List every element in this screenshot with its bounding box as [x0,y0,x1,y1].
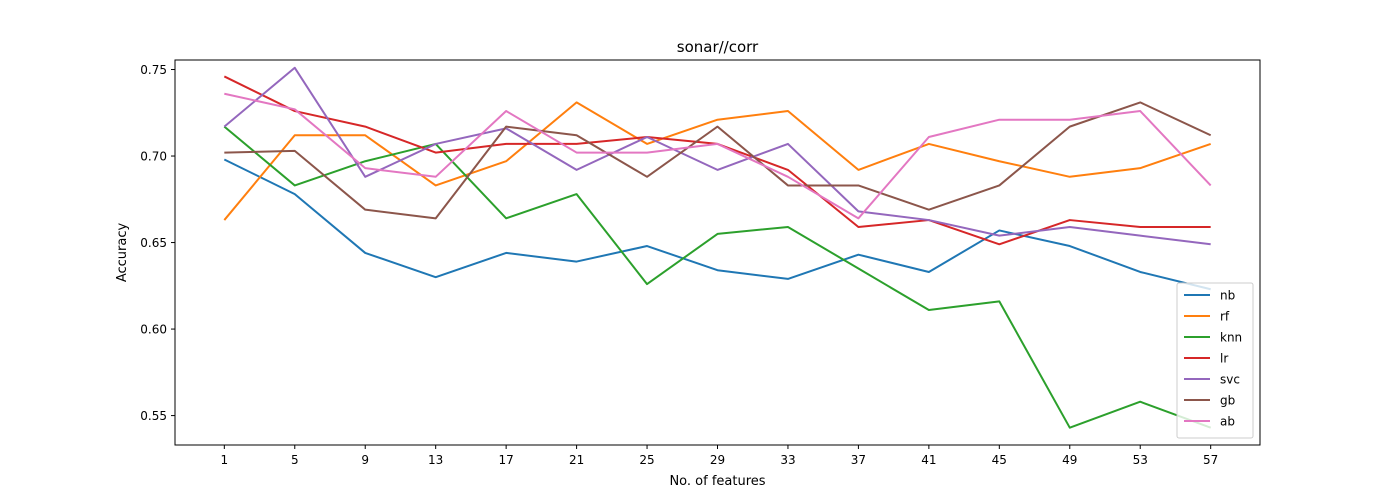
legend-label-rf: rf [1220,310,1230,324]
x-tick-label: 33 [780,453,795,467]
y-tick-label: 0.55 [140,409,167,423]
x-tick-label: 17 [498,453,513,467]
x-tick-label: 13 [428,453,443,467]
legend: nb rf knn lr svc gb ab [1176,282,1254,439]
chart-title: sonar//corr [677,38,759,56]
x-tick-label: 25 [639,453,654,467]
x-axis: 1 5 9 13 17 21 25 29 33 37 41 45 49 53 57 [220,445,1218,467]
series-line-gb [224,101,1212,220]
y-tick-label: 0.75 [140,63,167,77]
y-tick-label: 0.60 [140,323,167,337]
legend-label-ab: ab [1220,415,1235,429]
y-tick-label: 0.70 [140,150,167,164]
series-line-rf [223,101,1212,221]
legend-label-gb: gb [1220,394,1235,408]
y-tick-label: 0.65 [140,236,167,250]
series-line-ab [224,92,1212,220]
x-tick-label: 37 [851,453,866,467]
series-line-knn [223,125,1212,429]
x-tick-label: 57 [1203,453,1218,467]
legend-box [1176,282,1254,439]
x-tick-label: 1 [220,453,228,467]
x-tick-label: 29 [710,453,725,467]
y-axis: 0.55 0.60 0.65 0.70 0.75 [140,63,175,423]
x-tick-label: 45 [992,453,1007,467]
series-line-svc [223,66,1211,246]
legend-label-nb: nb [1220,289,1235,303]
x-tick-label: 9 [361,453,369,467]
legend-label-svc: svc [1220,373,1240,387]
x-tick-label: 41 [921,453,936,467]
x-axis-label: No. of features [669,474,765,489]
legend-label-lr: lr [1220,352,1228,366]
x-tick-label: 21 [569,453,584,467]
series-line-nb [223,158,1211,291]
y-axis-label: Accuracy [115,223,130,283]
x-tick-label: 5 [291,453,299,467]
legend-label-knn: knn [1220,331,1242,345]
series-layer [223,66,1212,429]
x-tick-label: 53 [1133,453,1148,467]
x-tick-label: 49 [1062,453,1077,467]
